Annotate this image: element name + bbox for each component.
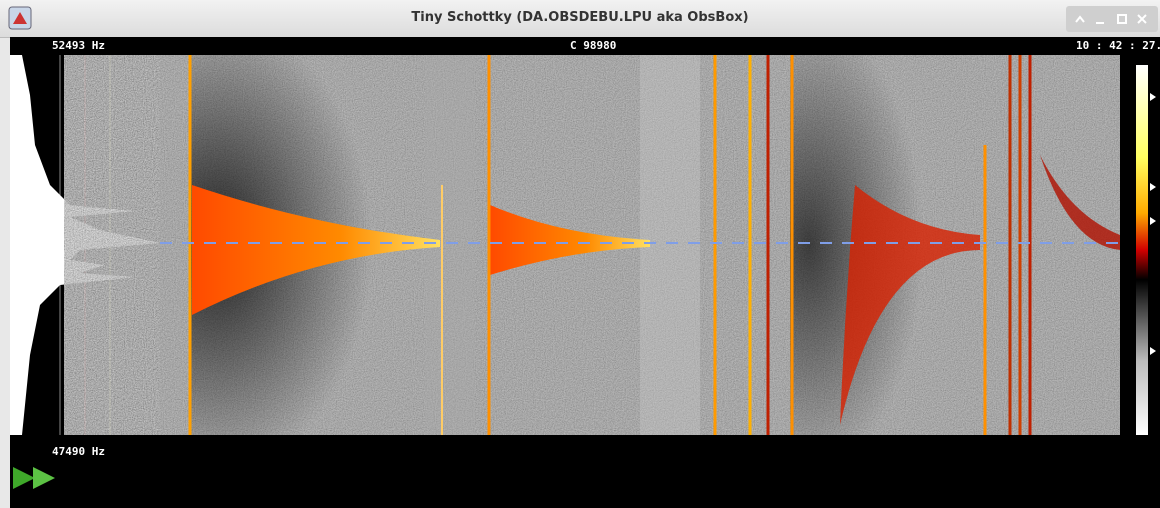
title-bar: Tiny Schottky (DA.OBSDEBU.LPU aka ObsBox… [0,0,1160,38]
color-scale [1136,65,1148,435]
center-label: C 98980 [570,39,616,52]
window-title: Tiny Schottky (DA.OBSDEBU.LPU aka ObsBox… [0,10,1160,25]
graphic [13,467,35,489]
footer-bar: 47490 Hz [10,435,1160,508]
clock: 10 : 42 : 27.3 [1076,39,1160,52]
play-button[interactable] [13,467,57,489]
header-bar: 52493 Hz C 98980 10 : 42 : 27.3 [10,37,1160,55]
bottom-frequency: 47490 Hz [52,445,105,458]
graphic [33,467,55,489]
graphic [1066,6,1158,32]
top-frequency: 52493 Hz [52,39,105,52]
window-controls[interactable] [1066,6,1158,32]
app-window: Tiny Schottky (DA.OBSDEBU.LPU aka ObsBox… [0,0,1160,508]
spectrogram-view [10,55,1160,435]
